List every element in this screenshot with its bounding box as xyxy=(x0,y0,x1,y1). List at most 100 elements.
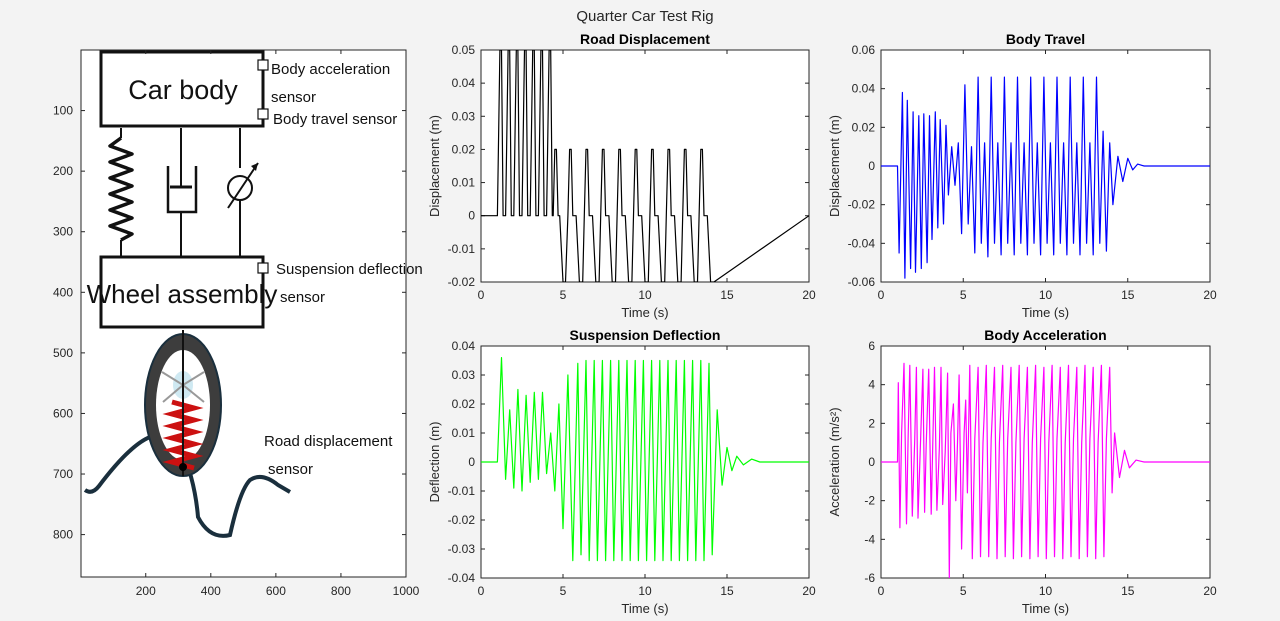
ytick-label: 0.03 xyxy=(452,109,476,123)
plot-title: Road Displacement xyxy=(580,31,710,47)
schematic-axis-ticks: 200 400 600 800 1000 100 200 300 400 500 600 700 800 xyxy=(53,50,420,598)
xtick-label: 5 xyxy=(560,584,567,598)
x-axis-label: Time (s) xyxy=(1022,601,1069,616)
body-acceleration-sensor-icon xyxy=(257,59,269,71)
actuator-icon xyxy=(227,128,259,256)
ytick-label: 0.04 xyxy=(852,82,876,96)
ytick-label: 0.06 xyxy=(852,43,876,57)
spring-icon xyxy=(108,128,134,256)
ytick-label: 0 xyxy=(468,455,475,469)
schematic-xtick-label: 1000 xyxy=(393,584,420,598)
suspension-label-line1: Suspension deflection xyxy=(276,261,423,278)
xtick-label: 5 xyxy=(960,288,967,302)
ytick-label: -4 xyxy=(864,532,875,546)
xtick-label: 10 xyxy=(1039,584,1053,598)
ytick-label: -0.04 xyxy=(448,571,476,585)
xtick-label: 10 xyxy=(1039,288,1053,302)
y-axis-label: Displacement (m) xyxy=(827,115,842,217)
y-axis-label: Deflection (m) xyxy=(427,422,442,503)
suspension-label-line2: sensor xyxy=(280,289,325,306)
ytick-label: 0.01 xyxy=(452,176,476,190)
ytick-label: 0.05 xyxy=(452,43,476,57)
body-acceleration-label-line2: sensor xyxy=(271,89,316,106)
wheel-assembly-label: Wheel assembly xyxy=(87,279,278,309)
schematic-ytick-label: 600 xyxy=(53,406,73,420)
ytick-label: -0.01 xyxy=(448,484,476,498)
ytick-label: 0.03 xyxy=(452,368,476,382)
schematic-ytick-label: 500 xyxy=(53,346,73,360)
ytick-label: -0.06 xyxy=(848,275,876,289)
ytick-label: -6 xyxy=(864,571,875,585)
ytick-label: 0 xyxy=(468,209,475,223)
ytick-label: -0.01 xyxy=(448,242,476,256)
plot-title: Suspension Deflection xyxy=(570,327,721,343)
x-axis-label: Time (s) xyxy=(621,305,668,320)
schematic-ytick-label: 100 xyxy=(53,104,73,118)
schematic-xtick-label: 200 xyxy=(136,584,156,598)
schematic-ytick-label: 400 xyxy=(53,285,73,299)
ytick-label: -0.04 xyxy=(848,236,876,250)
ytick-label: 2 xyxy=(868,416,875,430)
xtick-label: 5 xyxy=(960,584,967,598)
ytick-label: -0.02 xyxy=(848,198,876,212)
x-axis-label: Time (s) xyxy=(621,601,668,616)
plot-title: Body Travel xyxy=(1006,31,1085,47)
plot-area xyxy=(480,49,810,283)
road-sensor-label-line1: Road displacement xyxy=(264,433,393,450)
figure-title: Quarter Car Test Rig xyxy=(576,8,713,25)
ytick-label: 0 xyxy=(868,455,875,469)
xtick-label: 10 xyxy=(638,288,652,302)
ytick-label: 0 xyxy=(868,159,875,173)
car-body-box xyxy=(99,50,265,128)
ytick-label: -0.02 xyxy=(448,275,476,289)
schematic-xtick-label: 400 xyxy=(201,584,221,598)
xtick-label: 15 xyxy=(720,288,734,302)
y-axis-label: Acceleration (m/s²) xyxy=(827,407,842,516)
road-sensor-label-line2: sensor xyxy=(268,461,313,478)
xtick-label: 15 xyxy=(1121,288,1135,302)
xtick-label: 20 xyxy=(1203,584,1217,598)
ytick-label: 0.02 xyxy=(452,142,476,156)
wheel-assembly-box xyxy=(99,255,265,329)
plot-title: Body Acceleration xyxy=(984,327,1106,343)
series-line xyxy=(881,76,1210,279)
schematic-ytick-label: 800 xyxy=(53,528,73,542)
xtick-label: 0 xyxy=(878,584,885,598)
series-line xyxy=(481,50,809,282)
ytick-label: 0.02 xyxy=(852,120,876,134)
car-body-label: Car body xyxy=(128,75,238,105)
xtick-label: 0 xyxy=(878,288,885,302)
suspension-deflection-sensor-icon xyxy=(257,262,269,274)
body-travel-label: Body travel sensor xyxy=(273,111,397,128)
xtick-label: 0 xyxy=(478,584,485,598)
plot-road-displacement: 0 5 10 15 20 -0.02 -0.01 0 0.01 0.02 0.03 0.04 0.05 R… xyxy=(427,31,816,320)
xtick-label: 15 xyxy=(720,584,734,598)
body-acceleration-label-line1: Body acceleration xyxy=(271,61,390,78)
xtick-label: 15 xyxy=(1121,584,1135,598)
wheel-icon xyxy=(144,330,222,477)
schematic-ytick-label: 200 xyxy=(53,164,73,178)
series-line xyxy=(881,362,1210,578)
x-axis-label: Time (s) xyxy=(1022,305,1069,320)
series-line xyxy=(481,357,809,562)
damper-icon xyxy=(166,128,198,256)
y-axis-label: Displacement (m) xyxy=(427,115,442,217)
schematic-ytick-label: 700 xyxy=(53,467,73,481)
xtick-label: 20 xyxy=(802,584,816,598)
plot-body-acceleration: 0 5 10 15 20 -6 -4 -2 0 2 4 6 Body Acceleration Time … xyxy=(827,327,1217,616)
ytick-label: 0.02 xyxy=(452,397,476,411)
schematic-xtick-label: 600 xyxy=(266,584,286,598)
ytick-label: 0.04 xyxy=(452,76,476,90)
xtick-label: 20 xyxy=(802,288,816,302)
road-curve xyxy=(83,432,292,538)
ytick-label: -2 xyxy=(864,494,875,508)
xtick-label: 20 xyxy=(1203,288,1217,302)
ytick-label: 6 xyxy=(868,339,875,353)
schematic-xtick-label: 800 xyxy=(331,584,351,598)
plot-suspension-deflection: 0 5 10 15 20 -0.04 -0.03 -0.02 -0.01 0 0.01 0.02 0.0… xyxy=(427,327,816,616)
body-travel-sensor-icon xyxy=(257,108,269,120)
ytick-label: 0.04 xyxy=(452,339,476,353)
ytick-label: -0.02 xyxy=(448,513,476,527)
schematic-panel: Car body Body acceleration sensor Body t… xyxy=(53,49,423,598)
